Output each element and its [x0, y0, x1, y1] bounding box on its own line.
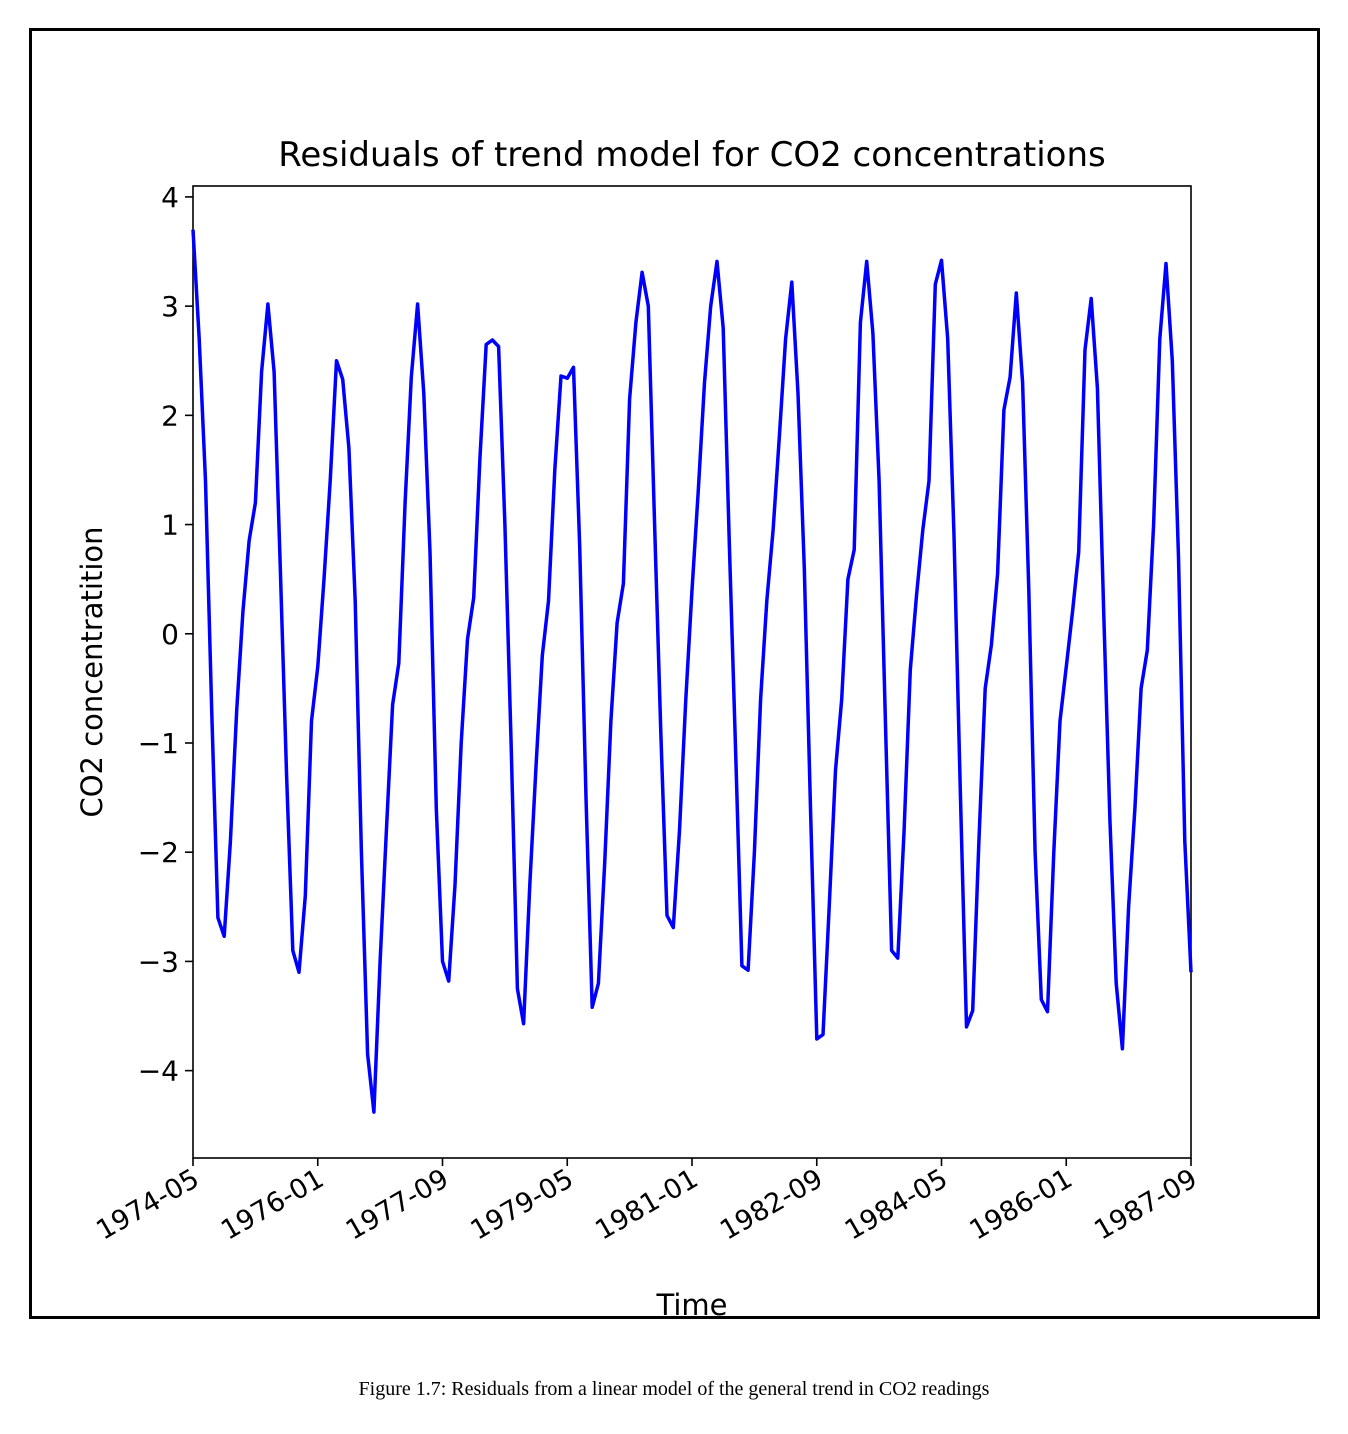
plot-area: [192, 185, 1192, 1159]
y-tick-label: −4: [138, 1055, 179, 1088]
x-tick-label: 1984-05: [840, 1163, 953, 1246]
y-tick-label: 1: [161, 509, 179, 542]
y-tick-label: 0: [161, 618, 179, 651]
series-line: [191, 229, 1193, 1114]
y-tick-label: 2: [161, 399, 179, 432]
x-tick-label: 1979-05: [466, 1163, 579, 1246]
y-tick-label: 4: [161, 181, 179, 214]
x-tick-label: 1977-09: [341, 1163, 454, 1246]
y-tick-label: 3: [161, 290, 179, 323]
y-tick-label: −3: [138, 945, 179, 978]
x-tick-label: 1982-09: [715, 1163, 828, 1246]
y-axis: −4 −3 −2 −1 0 1 2 3 4: [138, 181, 193, 1088]
x-tick-label: 1981-01: [590, 1163, 703, 1246]
x-tick-label: 1987-09: [1089, 1163, 1202, 1246]
x-tick-label: 1986-01: [965, 1163, 1078, 1246]
x-axis-label: Time: [656, 1288, 728, 1322]
chart-title: Residuals of trend model for CO2 concent…: [278, 135, 1105, 175]
x-tick-label: 1976-01: [216, 1163, 329, 1246]
y-axis-label: CO2 concentratition: [75, 526, 109, 817]
x-tick-label: 1974-05: [91, 1163, 204, 1246]
y-tick-label: −2: [138, 836, 179, 869]
y-tick-label: −1: [138, 727, 179, 760]
figure-caption: Figure 1.7: Residuals from a linear mode…: [358, 1378, 990, 1400]
x-axis: 1974-05 1976-01 1977-09 1979-05 1981-01 1982-…: [91, 1158, 1203, 1246]
